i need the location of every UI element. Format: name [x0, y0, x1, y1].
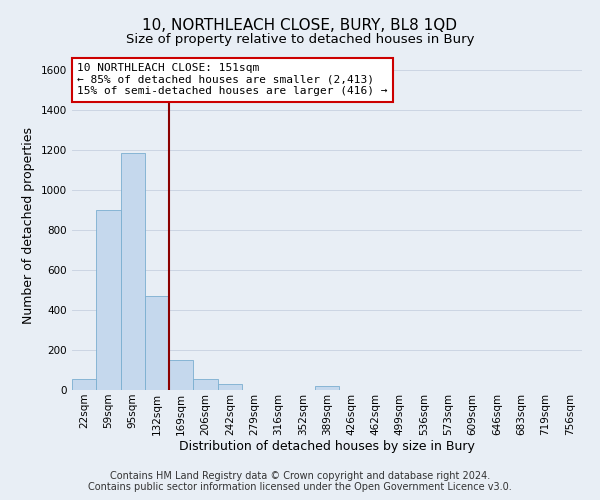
Bar [169, 360, 193, 390]
Bar [72, 379, 96, 390]
X-axis label: Distribution of detached houses by size in Bury: Distribution of detached houses by size … [179, 440, 475, 454]
Text: Contains HM Land Registry data © Crown copyright and database right 2024.
Contai: Contains HM Land Registry data © Crown c… [88, 471, 512, 492]
Bar [315, 386, 339, 390]
Y-axis label: Number of detached properties: Number of detached properties [22, 126, 35, 324]
Bar [96, 210, 121, 390]
Bar [218, 384, 242, 390]
Bar [193, 379, 218, 390]
Text: 10 NORTHLEACH CLOSE: 151sqm
← 85% of detached houses are smaller (2,413)
15% of : 10 NORTHLEACH CLOSE: 151sqm ← 85% of det… [77, 64, 388, 96]
Text: 10, NORTHLEACH CLOSE, BURY, BL8 1QD: 10, NORTHLEACH CLOSE, BURY, BL8 1QD [143, 18, 458, 32]
Bar [145, 296, 169, 390]
Bar [121, 153, 145, 390]
Text: Size of property relative to detached houses in Bury: Size of property relative to detached ho… [126, 32, 474, 46]
